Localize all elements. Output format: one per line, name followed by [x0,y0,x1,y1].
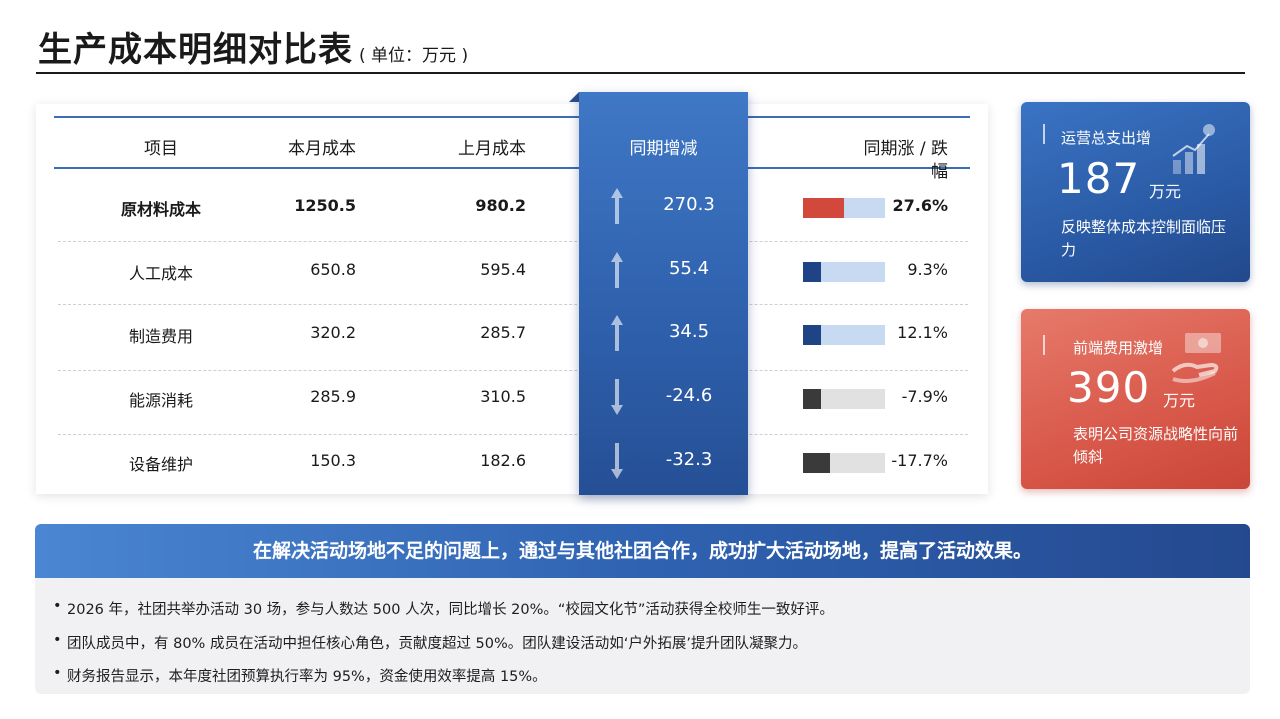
cell-change: -32.3 [665,449,713,470]
header-ratio-line2: 幅 [931,162,948,182]
cell-item: 人工成本 [128,264,193,283]
cell-previous: 285.7 [480,323,526,342]
kpi-card-frontend: 前端费用激增 390 万元 表明公司资源战略性向前倾斜 [1021,309,1250,489]
change-column-notch [569,92,579,102]
cell-previous: 980.2 [475,196,526,215]
title-divider [36,72,1245,74]
cell-change: 55.4 [668,258,710,279]
ratio-bar [803,198,885,218]
ratio-bar-fill [803,389,821,409]
arrow-up-icon [611,188,623,224]
header-change: 同期增减 [629,139,698,159]
header-item: 项目 [144,139,178,159]
row-separator [58,434,968,435]
ratio-bar [803,262,885,282]
kpi-card-operating: 运营总支出增 187 万元 反映整体成本控制面临压力 [1021,102,1250,282]
kpi-accent-bar [1043,124,1045,144]
row-separator [58,304,968,305]
summary-banner: 在解决活动场地不足的问题上，通过与其他社团合作，成功扩大活动场地，提高了活动效果… [35,524,1250,578]
header-previous: 上月成本 [458,139,526,159]
cell-item: 设备维护 [128,455,193,474]
cell-pct: 12.1% [897,323,948,342]
notes-panel: 2026 年，社团共举办活动 30 场，参与人数达 500 人次，同比增长 20… [35,578,1250,694]
header-current: 本月成本 [288,139,356,159]
cell-previous: 595.4 [480,260,526,279]
kpi-value: 390 [1067,363,1151,412]
cell-change: -24.6 [665,385,713,406]
change-column: 同期增减 270.3 55.4 34.5 -24.6 -32.3 [579,92,748,495]
arrow-up-icon [611,252,623,288]
note-item: 2026 年，社团共举办活动 30 场，参与人数达 500 人次，同比增长 20… [53,598,834,619]
cell-pct: -7.9% [901,387,948,406]
ratio-bar [803,453,885,473]
row-separator [58,241,968,242]
cost-table: 项目 本月成本 上月成本 同期涨 / 跌 幅 原材料成本 1250.5 980.2 2… [36,104,988,494]
ratio-bar [803,389,885,409]
header-ratio-line1: 同期涨 / 跌 [863,139,948,159]
note-item: 财务报告显示，本年度社团预算执行率为 95%，资金使用效率提高 15%。 [53,665,547,686]
cell-previous: 310.5 [480,387,526,406]
kpi-unit: 万元 [1163,391,1196,410]
growth-chart-icon [1172,124,1215,174]
ratio-bar [803,325,885,345]
cell-pct: 27.6% [892,196,948,215]
cell-change: 34.5 [668,321,710,342]
cell-item: 制造费用 [128,327,193,346]
cell-pct: 9.3% [907,260,948,279]
cell-item: 能源消耗 [128,391,193,410]
kpi-value: 187 [1057,154,1141,203]
kpi-accent-bar [1043,335,1045,355]
ratio-bar-fill [803,262,821,282]
kpi-label: 运营总支出增 [1061,129,1152,147]
ratio-bar-fill [803,453,830,473]
ratio-bar-fill [803,198,844,218]
cell-current: 1250.5 [294,196,356,215]
cell-current: 650.8 [310,260,356,279]
money-hand-icon [1171,333,1221,383]
cell-pct: -17.7% [891,451,948,470]
ratio-bar-fill [803,325,821,345]
arrow-down-icon [611,443,623,479]
cell-current: 285.9 [310,387,356,406]
unit-label: ( 单位：万元 ) [359,46,469,66]
arrow-up-icon [611,315,623,351]
kpi-label: 前端费用激增 [1073,339,1164,357]
header-ratio: 同期涨 / 跌 幅 [826,134,948,182]
note-item: 团队成员中，有 80% 成员在活动中担任核心角色，贡献度超过 50%。团队建设活… [53,632,807,653]
row-separator [58,370,968,371]
kpi-description: 反映整体成本控制面临压力 [1061,218,1227,259]
cell-current: 320.2 [310,323,356,342]
cell-previous: 182.6 [480,451,526,470]
arrow-down-icon [611,379,623,415]
cell-item: 原材料成本 [120,200,201,219]
table-header-rule [54,167,970,169]
cell-change: 270.3 [663,194,715,215]
kpi-description: 表明公司资源战略性向前倾斜 [1073,425,1239,466]
page-title: 生产成本明细对比表 [38,30,353,70]
kpi-unit: 万元 [1149,182,1182,201]
cell-current: 150.3 [310,451,356,470]
title-area: 生产成本明细对比表 ( 单位：万元 ) [38,22,468,71]
table-top-rule [54,116,970,118]
